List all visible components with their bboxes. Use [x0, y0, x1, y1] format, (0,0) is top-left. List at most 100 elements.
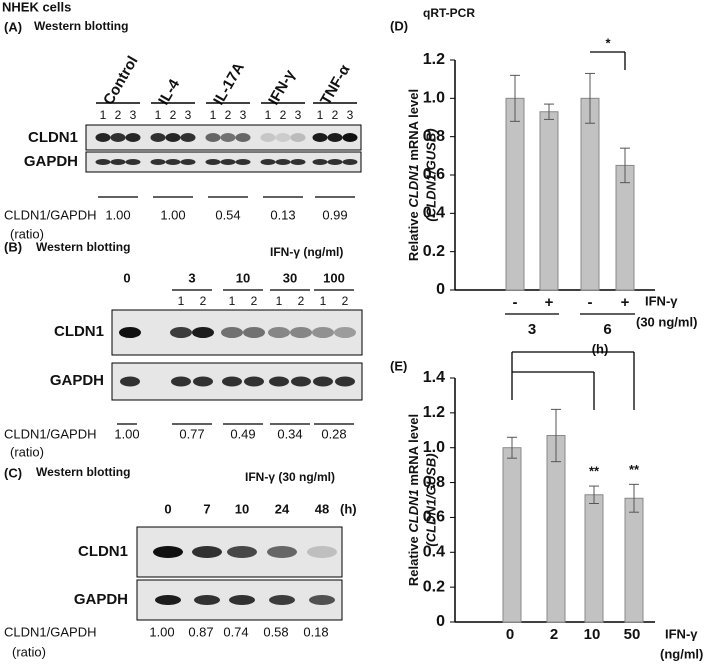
lane-number: 2: [332, 108, 339, 122]
time-label: 24: [275, 501, 290, 516]
lane-number: 2: [115, 108, 122, 122]
band: [194, 595, 220, 605]
band: [220, 159, 236, 165]
row-label: CLDN1: [78, 543, 128, 560]
band: [153, 546, 183, 558]
band: [275, 133, 291, 142]
lane-number: 3: [347, 108, 354, 122]
y-axis-label: Relative CLDN1 mRNA level: [406, 89, 421, 261]
ratio: 1.00: [160, 207, 185, 222]
band: [290, 159, 306, 165]
band: [291, 376, 311, 387]
error-bar: [620, 147, 630, 184]
x-axis-label: (ng/ml): [660, 646, 703, 661]
band: [260, 159, 276, 165]
treatment: IFN-γ (30 ng/ml): [245, 470, 335, 484]
ratio: 0.99: [322, 207, 347, 222]
time-label: 10: [235, 501, 249, 516]
dose-label: 0: [123, 270, 130, 285]
dose-label: 100: [323, 270, 345, 285]
error-bar: [589, 485, 599, 504]
group-label: IFN-γ: [265, 66, 299, 108]
y-tick-label: 1.0: [423, 439, 445, 456]
annotation: **: [629, 462, 640, 477]
lane-number: 3: [295, 108, 302, 122]
lane-number: 1: [265, 108, 272, 122]
group-label: Control: [100, 53, 141, 108]
bar: [505, 97, 525, 291]
dose-label: 10: [236, 270, 250, 285]
y-tick-label: 0.8: [423, 128, 445, 145]
ratio-unit: (ratio): [10, 226, 44, 241]
band: [171, 376, 191, 387]
band: [267, 546, 297, 558]
band: [260, 133, 276, 142]
dose-label: 30: [283, 270, 297, 285]
group-label: 3: [528, 321, 536, 338]
band: [269, 376, 289, 387]
ratio: 0.28: [321, 426, 346, 441]
y-axis-label: (CLDN1/GUSB): [423, 128, 438, 221]
lane-number: 1: [178, 294, 185, 308]
error-bar: [551, 408, 561, 463]
bar: [624, 497, 644, 623]
lane-number: 2: [251, 294, 258, 308]
band: [313, 376, 333, 387]
ratio-label: CLDN1/GAPDH: [4, 426, 96, 441]
band: [312, 133, 328, 142]
band: [150, 133, 166, 142]
lane-number: 1: [100, 108, 107, 122]
ratio: 0.13: [270, 207, 295, 222]
row-label: CLDN1: [54, 323, 104, 340]
bar: [502, 447, 522, 623]
band: [307, 546, 337, 558]
error-bar: [585, 72, 595, 124]
ratio: 0.58: [263, 624, 288, 639]
row-label: GAPDH: [74, 591, 128, 608]
bar: [615, 164, 635, 291]
ratio-unit: (ratio): [12, 644, 46, 659]
ratio: 0.87: [188, 624, 213, 639]
lane-number: 2: [170, 108, 177, 122]
panel-subtitle: Western blotting: [34, 19, 128, 33]
y-tick-label: 0.2: [423, 243, 445, 260]
time-label: 0: [164, 501, 171, 516]
band: [312, 159, 328, 165]
panel-label: (B): [4, 239, 22, 254]
band: [95, 133, 111, 142]
y-tick-label: 0: [436, 281, 445, 298]
band: [165, 159, 181, 165]
lane-number: 2: [298, 294, 305, 308]
ratio: 0.34: [277, 426, 302, 441]
ratio: 0.18: [303, 624, 328, 639]
lane-number: 3: [240, 108, 247, 122]
lane-number: 1: [276, 294, 283, 308]
y-axis-label-part: CLDN1: [406, 164, 421, 207]
y-axis-label-part: mRNA level: [406, 89, 421, 164]
band: [334, 327, 356, 338]
row-label: GAPDH: [50, 372, 104, 389]
panel-label: (E): [390, 358, 407, 373]
band: [110, 133, 126, 142]
y-tick-label: 1.4: [423, 369, 445, 386]
band: [165, 133, 181, 142]
band: [95, 159, 111, 165]
bar: [546, 435, 566, 623]
dose-label: 3: [188, 270, 195, 285]
band: [180, 159, 196, 165]
time-unit: (h): [340, 501, 357, 516]
treatment: IFN-γ (ng/ml): [270, 245, 343, 259]
band: [268, 327, 290, 338]
band: [335, 376, 355, 387]
x-tick-label: +: [545, 294, 554, 311]
band: [290, 327, 312, 338]
lane-number: 3: [185, 108, 192, 122]
ratio-label: CLDN1/GAPDH: [4, 207, 96, 222]
y-axis-label-part: CLDN1: [406, 489, 421, 532]
annotation: *: [605, 35, 611, 50]
band: [309, 595, 335, 605]
bar: [584, 494, 604, 623]
band: [244, 376, 264, 387]
y-axis-label-part: Relative: [406, 208, 421, 261]
